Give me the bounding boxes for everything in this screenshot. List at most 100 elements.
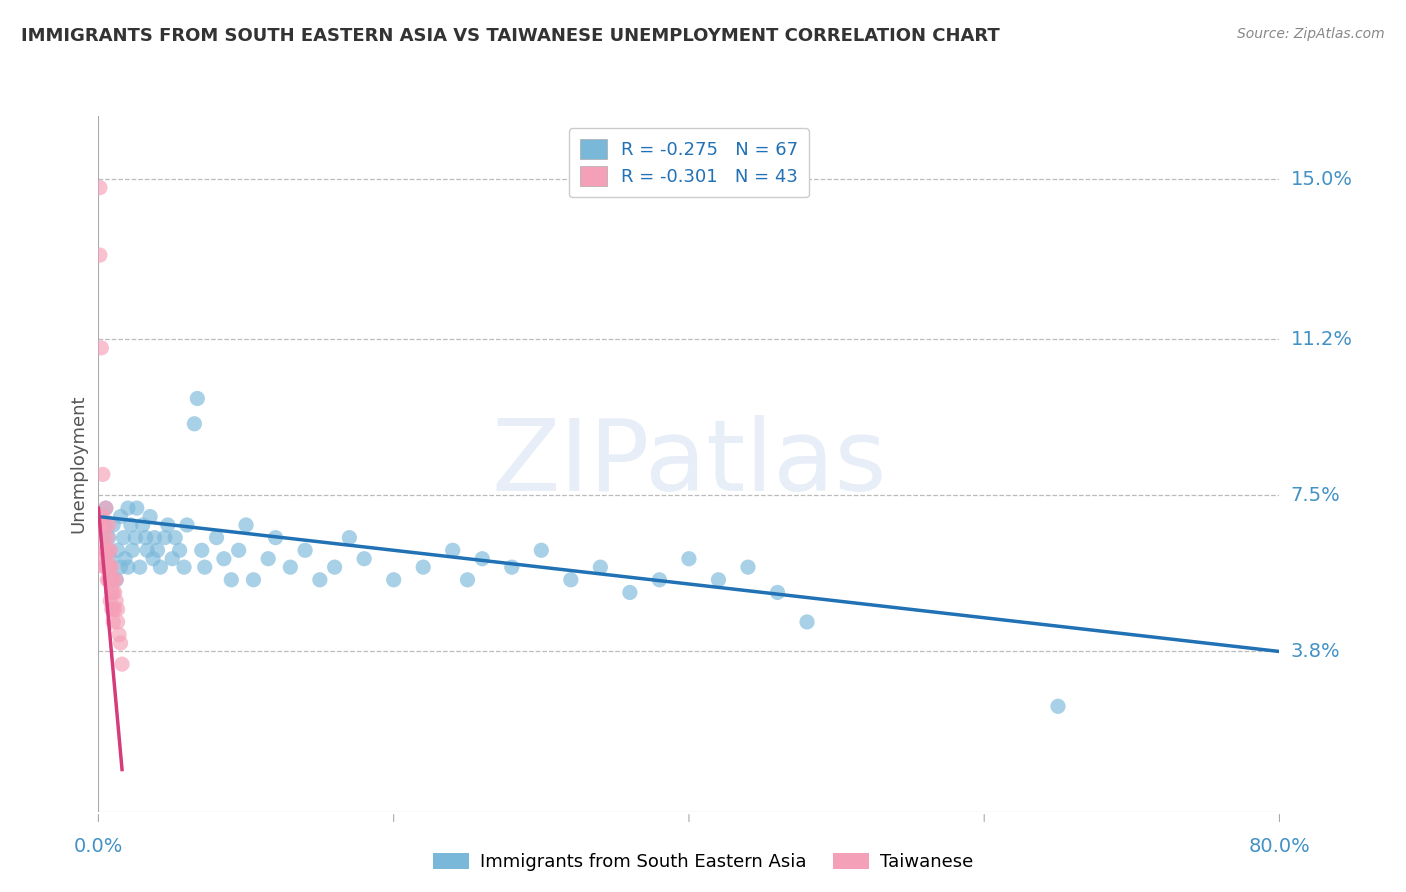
Text: ZIPatlas: ZIPatlas	[491, 416, 887, 512]
Point	[91, 509, 114, 524]
Point	[94, 518, 117, 533]
Point	[323, 560, 346, 574]
Y-axis label: Unemployment: Unemployment	[69, 394, 87, 533]
Point	[183, 417, 205, 431]
Point	[105, 573, 128, 587]
Point	[110, 560, 132, 574]
Point	[105, 573, 128, 587]
Point	[97, 531, 120, 545]
Point	[501, 560, 523, 574]
Point	[107, 543, 129, 558]
Point	[103, 615, 125, 629]
Point	[100, 560, 122, 574]
Point	[156, 518, 179, 533]
Point	[108, 627, 131, 641]
Point	[1046, 699, 1069, 714]
Point	[100, 573, 122, 587]
Point	[619, 585, 641, 599]
Point	[264, 531, 287, 545]
Point	[111, 657, 134, 672]
Point	[114, 551, 136, 566]
Point	[737, 560, 759, 574]
Point	[648, 573, 671, 587]
Text: 0.0%: 0.0%	[73, 837, 124, 855]
Point	[93, 531, 115, 545]
Point	[97, 518, 120, 533]
Point	[191, 543, 214, 558]
Point	[560, 573, 582, 587]
Point	[766, 585, 789, 599]
Point	[125, 501, 148, 516]
Point	[107, 615, 129, 629]
Text: 3.8%: 3.8%	[1291, 642, 1340, 661]
Point	[98, 594, 121, 608]
Point	[98, 573, 121, 587]
Text: 15.0%: 15.0%	[1291, 169, 1353, 189]
Point	[93, 560, 115, 574]
Text: 11.2%: 11.2%	[1291, 330, 1353, 349]
Point	[257, 551, 280, 566]
Text: Source: ZipAtlas.com: Source: ZipAtlas.com	[1237, 27, 1385, 41]
Legend: R = -0.275   N = 67, R = -0.301   N = 43: R = -0.275 N = 67, R = -0.301 N = 43	[569, 128, 808, 197]
Point	[212, 551, 235, 566]
Point	[110, 509, 132, 524]
Point	[94, 560, 117, 574]
Point	[91, 467, 114, 482]
Point	[412, 560, 434, 574]
Point	[105, 594, 128, 608]
Point	[91, 518, 114, 533]
Point	[94, 501, 117, 516]
Point	[100, 602, 122, 616]
Point	[97, 573, 120, 587]
Point	[104, 602, 127, 616]
Point	[128, 560, 150, 574]
Point	[97, 560, 120, 574]
Text: IMMIGRANTS FROM SOUTH EASTERN ASIA VS TAIWANESE UNEMPLOYMENT CORRELATION CHART: IMMIGRANTS FROM SOUTH EASTERN ASIA VS TA…	[21, 27, 1000, 45]
Point	[100, 585, 122, 599]
Point	[228, 543, 250, 558]
Point	[186, 392, 208, 406]
Point	[176, 518, 198, 533]
Point	[337, 531, 360, 545]
Point	[194, 560, 217, 574]
Point	[162, 551, 183, 566]
Point	[173, 560, 195, 574]
Point	[589, 560, 612, 574]
Legend: Immigrants from South Eastern Asia, Taiwanese: Immigrants from South Eastern Asia, Taiw…	[426, 846, 980, 879]
Point	[96, 551, 118, 566]
Text: 7.5%: 7.5%	[1291, 486, 1340, 505]
Point	[98, 560, 121, 574]
Point	[530, 543, 553, 558]
Point	[278, 560, 302, 574]
Point	[165, 531, 187, 545]
Point	[153, 531, 176, 545]
Point	[309, 573, 332, 587]
Point	[135, 531, 157, 545]
Point	[235, 518, 257, 533]
Point	[98, 551, 121, 566]
Point	[353, 551, 375, 566]
Point	[110, 636, 132, 650]
Point	[120, 518, 142, 533]
Point	[97, 543, 120, 558]
Point	[90, 341, 112, 355]
Point	[219, 573, 242, 587]
Point	[89, 248, 111, 262]
Point	[94, 543, 117, 558]
Point	[796, 615, 818, 629]
Point	[89, 180, 111, 194]
Point	[441, 543, 464, 558]
Point	[103, 602, 125, 616]
Point	[93, 551, 115, 566]
Point	[96, 560, 118, 574]
Point	[103, 585, 125, 599]
Point	[146, 543, 169, 558]
Point	[124, 531, 146, 545]
Point	[142, 551, 165, 566]
Point	[205, 531, 228, 545]
Point	[382, 573, 405, 587]
Point	[169, 543, 191, 558]
Point	[96, 573, 118, 587]
Point	[104, 585, 127, 599]
Point	[139, 509, 162, 524]
